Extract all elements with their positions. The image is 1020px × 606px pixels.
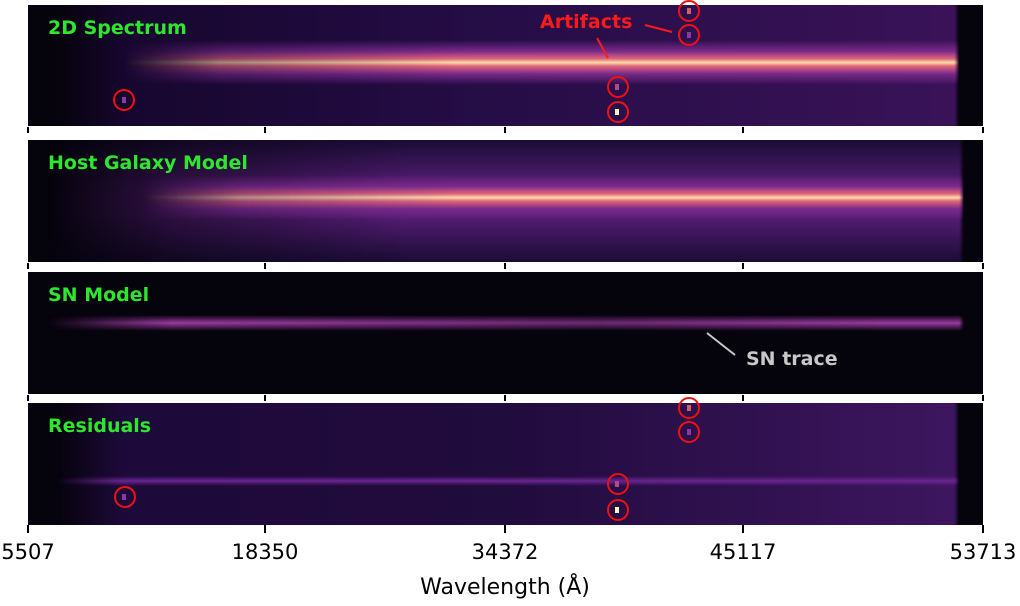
x-tick-mark bbox=[504, 395, 506, 401]
artifact-circle bbox=[678, 0, 700, 22]
x-axis-label: Wavelength (Å) bbox=[420, 575, 590, 600]
x-tick-mark bbox=[27, 525, 29, 533]
panel-label: SN Model bbox=[48, 284, 150, 306]
panel-residuals: Residuals bbox=[28, 403, 983, 525]
artifact-circle bbox=[607, 473, 629, 495]
x-tick-mark bbox=[27, 395, 29, 401]
x-tick-mark bbox=[742, 525, 744, 533]
panel-sn-model: SN Model bbox=[28, 272, 983, 394]
artifact-circle bbox=[607, 499, 629, 521]
x-tick-mark bbox=[27, 127, 29, 133]
artifact-circle bbox=[114, 486, 136, 508]
x-tick-mark bbox=[742, 263, 744, 269]
x-tick-mark bbox=[742, 395, 744, 401]
artifacts-label: Artifacts bbox=[540, 11, 633, 33]
x-tick-mark bbox=[504, 127, 506, 133]
artifacts-pointer bbox=[644, 24, 673, 33]
artifact-circle bbox=[678, 421, 700, 443]
sn-trace-pointer bbox=[706, 332, 736, 356]
artifact-circle bbox=[607, 101, 629, 123]
x-tick-mark bbox=[504, 263, 506, 269]
x-tick-mark bbox=[264, 263, 266, 269]
x-tick-label: 5507 bbox=[1, 540, 55, 564]
panel-host-galaxy-model: Host Galaxy Model bbox=[28, 140, 983, 262]
x-tick-label: 34372 bbox=[471, 540, 539, 564]
x-tick-mark bbox=[982, 395, 984, 401]
panel-label: Residuals bbox=[48, 415, 152, 437]
panel-label: 2D Spectrum bbox=[48, 17, 187, 39]
x-tick-mark bbox=[27, 263, 29, 269]
artifacts-pointer bbox=[596, 37, 609, 59]
x-tick-mark bbox=[742, 127, 744, 133]
x-tick-label: 18350 bbox=[231, 540, 299, 564]
x-tick-mark bbox=[504, 525, 506, 533]
sn-trace-label: SN trace bbox=[746, 348, 838, 370]
x-tick-mark bbox=[264, 525, 266, 533]
artifact-circle bbox=[607, 76, 629, 98]
x-tick-label: 53713 bbox=[949, 540, 1017, 564]
artifact-circle bbox=[113, 89, 135, 111]
x-tick-mark bbox=[982, 525, 984, 533]
x-tick-label: 45117 bbox=[709, 540, 777, 564]
panel-label: Host Galaxy Model bbox=[48, 152, 248, 174]
x-tick-mark bbox=[982, 127, 984, 133]
x-tick-mark bbox=[264, 395, 266, 401]
panel-2d-spectrum: 2D Spectrum bbox=[28, 5, 983, 126]
x-tick-mark bbox=[982, 263, 984, 269]
x-tick-mark bbox=[264, 127, 266, 133]
artifact-circle bbox=[678, 24, 700, 46]
artifact-circle bbox=[678, 397, 700, 419]
